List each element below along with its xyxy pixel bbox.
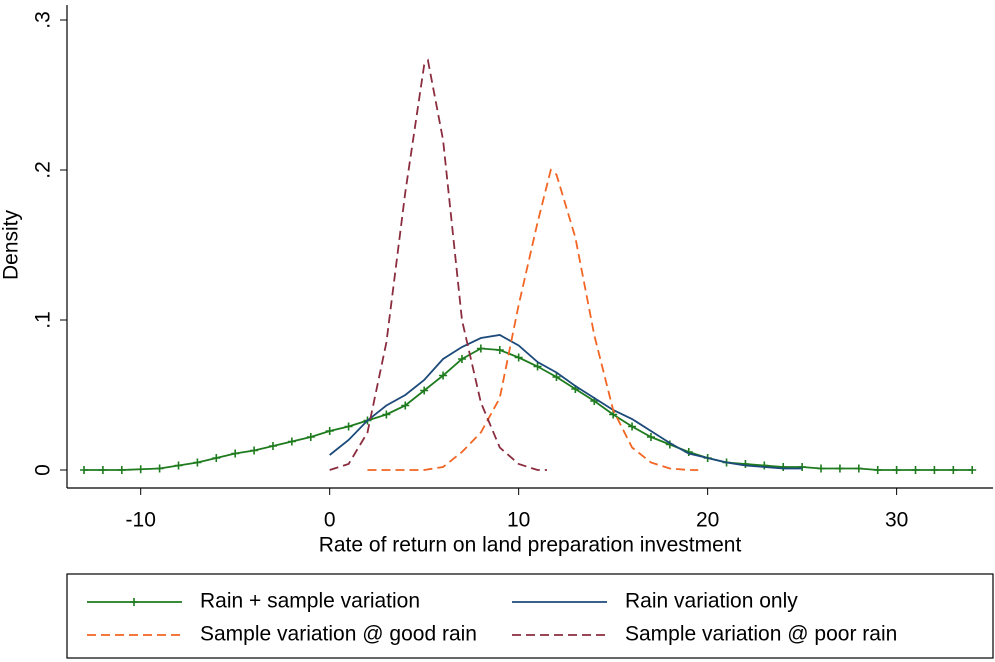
legend-label: Sample variation @ poor rain	[625, 623, 897, 646]
series-line	[329, 334, 803, 470]
marker	[344, 422, 353, 431]
x-tick-label: -10	[126, 509, 156, 532]
marker	[401, 401, 410, 410]
marker	[873, 466, 882, 474]
legend-label: Rain + sample variation	[200, 590, 420, 613]
marker	[930, 466, 939, 474]
marker	[798, 463, 807, 471]
legend-label: Rain variation only	[625, 590, 798, 613]
marker	[911, 466, 920, 474]
marker	[325, 427, 334, 435]
marker	[495, 346, 504, 354]
series-line	[329, 58, 548, 471]
marker	[628, 422, 637, 431]
series-line	[367, 168, 699, 471]
marker	[779, 463, 788, 471]
marker	[98, 466, 107, 474]
y-tick-label: .2	[32, 161, 55, 179]
marker	[835, 464, 844, 473]
y-axis-label: Density	[0, 209, 23, 280]
series-line	[84, 347, 973, 471]
y-tick-label: .3	[32, 11, 55, 29]
marker	[514, 353, 523, 362]
marker	[212, 454, 221, 462]
legend-box	[66, 573, 994, 659]
marker	[552, 373, 561, 381]
marker	[287, 437, 296, 446]
marker	[306, 433, 315, 441]
marker	[760, 461, 769, 470]
marker	[80, 466, 89, 474]
marker	[817, 464, 826, 473]
marker	[476, 344, 485, 353]
marker	[949, 466, 958, 474]
marker	[193, 458, 202, 467]
marker	[155, 464, 164, 473]
marker	[268, 442, 277, 450]
marker	[250, 446, 259, 455]
x-tick-label: 20	[696, 509, 719, 532]
marker	[382, 410, 391, 419]
x-tick-label: 30	[885, 509, 908, 532]
marker	[646, 433, 655, 441]
marker	[231, 449, 240, 458]
x-tick-label: 0	[324, 509, 336, 532]
legend-label: Sample variation @ good rain	[200, 623, 477, 646]
x-tick-label: 10	[507, 509, 530, 532]
marker	[117, 466, 126, 474]
marker	[968, 466, 977, 474]
legend-marker	[130, 598, 138, 606]
marker	[439, 371, 448, 380]
x-axis-label: Rate of return on land preparation inves…	[319, 534, 742, 557]
marker	[174, 461, 183, 470]
marker	[136, 465, 145, 474]
marker	[420, 386, 429, 395]
marker	[533, 362, 542, 371]
y-tick-label: 0	[32, 464, 55, 476]
marker	[457, 355, 466, 363]
marker	[741, 460, 750, 468]
marker	[854, 464, 863, 473]
marker	[892, 466, 901, 474]
y-tick-label: .1	[32, 311, 55, 329]
